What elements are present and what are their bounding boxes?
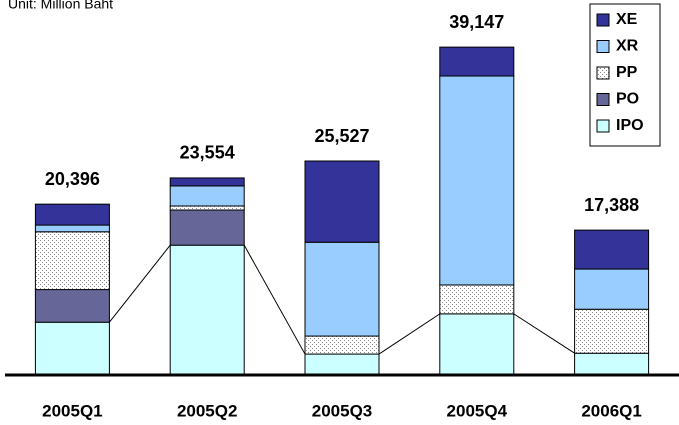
bar-segment — [304, 241, 380, 337]
total-label: 25,527 — [314, 126, 369, 146]
bar-segment — [304, 353, 380, 376]
legend-swatch — [596, 119, 610, 133]
legend-swatch — [596, 93, 610, 106]
connector-line — [243, 244, 306, 355]
x-tick-label: 2005Q4 — [447, 401, 508, 420]
connector-line — [378, 313, 441, 355]
bar-segment — [439, 46, 515, 77]
legend-label: XR — [616, 38, 639, 55]
bar-segment — [34, 224, 110, 233]
legend-label: IPO — [616, 117, 644, 134]
x-tick-label: 2005Q3 — [312, 401, 373, 420]
bar-segment — [169, 177, 245, 187]
chart-subtitle: Unit: Million Baht — [8, 0, 113, 12]
bar-segment — [574, 229, 650, 270]
x-tick-label: 2005Q2 — [177, 401, 238, 420]
x-tick-label: 2006Q1 — [581, 401, 642, 420]
connector-line — [109, 244, 171, 323]
bar-segment — [169, 244, 245, 376]
total-label: 17,388 — [584, 195, 639, 215]
legend-swatch — [596, 13, 610, 27]
x-tick-label: 2005Q1 — [42, 401, 103, 420]
legend-label: PP — [616, 64, 638, 81]
legend-label: PO — [616, 91, 639, 108]
total-label: 20,396 — [45, 169, 100, 189]
bar-segment — [574, 352, 650, 376]
bar-segment — [34, 289, 110, 323]
bar-segment — [169, 185, 245, 207]
legend-label: XE — [616, 11, 638, 28]
bar-segment — [574, 268, 650, 310]
connector-line — [513, 313, 575, 354]
bar-segment — [34, 321, 110, 376]
bar-segment — [169, 205, 245, 211]
bar-segment — [169, 209, 245, 246]
bar-segment — [34, 231, 110, 291]
bar-segment — [304, 335, 380, 355]
legend-swatch — [596, 66, 610, 80]
bar-segment — [439, 75, 515, 286]
total-label: 39,147 — [449, 12, 504, 32]
legend-swatch — [596, 40, 610, 53]
bar-segment — [304, 160, 380, 243]
bar-segment — [439, 313, 515, 376]
total-label: 23,554 — [180, 143, 235, 163]
bar-segment — [439, 284, 515, 315]
bar-segment — [574, 308, 650, 354]
bar-segment — [34, 203, 110, 226]
